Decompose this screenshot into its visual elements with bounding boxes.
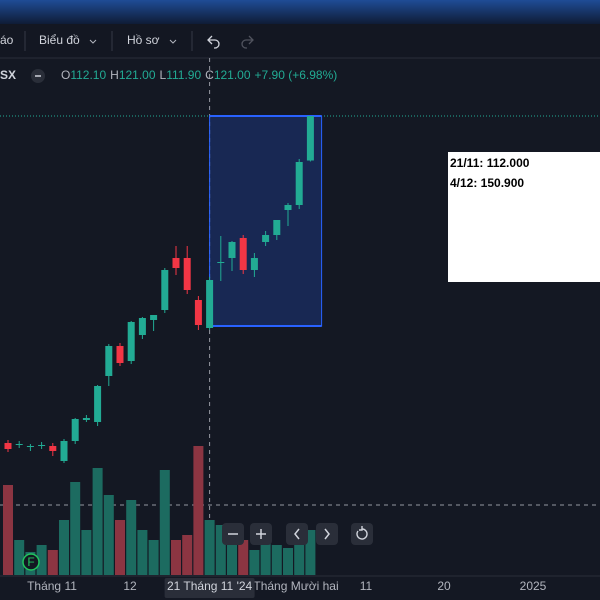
chart: Tháng 11 12 Tháng Mười hai 11 20 2025 21 Tháng… xyxy=(0,58,600,598)
candle-body xyxy=(15,444,23,445)
note-line: 4/12: 150.900 xyxy=(450,176,524,190)
volume-bar xyxy=(36,545,47,575)
candle-body xyxy=(306,116,314,161)
volume-bar xyxy=(137,530,148,575)
x-tick-label: 2025 xyxy=(520,579,547,593)
note-line: 21/11: 112.000 xyxy=(450,156,530,170)
volume-bar xyxy=(148,540,159,575)
crosshair-label: 21 Tháng 11 '24 xyxy=(167,579,253,593)
candle-body xyxy=(105,346,113,376)
candle-body xyxy=(194,300,202,325)
candle-body xyxy=(228,242,236,258)
change: +7.90 (+6.98%) xyxy=(255,68,338,82)
volume-bar xyxy=(14,540,25,575)
candle-body xyxy=(49,446,57,451)
candle-body xyxy=(26,446,34,447)
label: O xyxy=(61,68,70,82)
volume-bar xyxy=(126,500,137,575)
candle-body xyxy=(250,258,258,270)
right-icon xyxy=(324,528,330,540)
candle-body xyxy=(183,258,191,290)
value: 121.00 xyxy=(214,68,251,82)
crosshair-label-box xyxy=(164,578,255,598)
label: H xyxy=(110,68,119,82)
toolbar-item[interactable]: Biểu đồ xyxy=(39,33,80,47)
volume-bar xyxy=(92,468,103,575)
x-tick-label: Tháng 11 xyxy=(27,579,77,593)
label: L xyxy=(160,68,167,82)
chevron xyxy=(89,39,97,44)
value: 111.90 xyxy=(166,68,201,82)
volume-bar xyxy=(204,520,215,575)
volume-bar xyxy=(238,540,249,575)
top-bar xyxy=(0,0,600,24)
reset-icon xyxy=(356,526,368,540)
value: 121.00 xyxy=(119,68,156,82)
left-icon xyxy=(294,528,300,540)
volume-bar xyxy=(193,446,204,575)
volume-bar xyxy=(3,485,13,575)
volume-bar xyxy=(271,545,282,575)
candle-body xyxy=(161,270,169,310)
toolbar xyxy=(0,24,600,58)
badge[interactable] xyxy=(22,553,40,571)
volume-bar xyxy=(159,470,170,575)
range-drawing xyxy=(209,115,323,327)
candle-body xyxy=(217,262,225,263)
candle-body xyxy=(284,205,292,210)
candle-body xyxy=(295,162,303,205)
x-tick-label: Tháng Mười hai xyxy=(253,579,338,593)
symbol: SX xyxy=(0,68,16,82)
chevron xyxy=(169,39,177,44)
volume-bar xyxy=(103,495,114,575)
candle-body xyxy=(127,322,135,361)
plus-icon xyxy=(256,529,266,539)
undo-icon[interactable] xyxy=(207,35,220,49)
x-tick-label: 12 xyxy=(123,579,137,593)
volume-bar xyxy=(283,548,293,575)
note-box xyxy=(448,152,600,282)
volume-bar xyxy=(305,530,316,575)
volume-bar xyxy=(47,550,58,575)
candle-body xyxy=(138,318,146,335)
candle-body xyxy=(94,386,102,422)
candle-body xyxy=(71,419,79,441)
scroll-left-button[interactable] xyxy=(286,523,308,545)
candle-body xyxy=(206,280,214,328)
candle-body xyxy=(262,235,270,242)
volume-bar xyxy=(81,530,92,575)
volume-bar xyxy=(171,540,181,575)
candle-body xyxy=(116,346,124,363)
volume-bar xyxy=(249,550,260,575)
candle-body xyxy=(4,443,12,449)
redo-icon xyxy=(241,35,254,49)
volume-bar xyxy=(227,545,237,575)
volume-bar xyxy=(294,535,305,575)
volume-bar xyxy=(215,525,226,575)
volume-bar xyxy=(70,482,81,575)
candle-body xyxy=(172,258,180,268)
volume-bar xyxy=(59,520,69,575)
toolbar-item[interactable]: áo xyxy=(0,33,14,47)
x-tick-label: 11 xyxy=(360,579,373,593)
candle-body xyxy=(239,238,247,270)
scroll-right-button[interactable] xyxy=(316,523,338,545)
volume-bar xyxy=(182,535,193,575)
x-tick-label: 20 xyxy=(437,579,451,593)
candle-body xyxy=(38,445,46,446)
zoom-controls xyxy=(222,523,373,545)
volume-bar xyxy=(260,540,271,575)
candle-body xyxy=(60,441,68,461)
toolbar-item[interactable]: Hồ sơ xyxy=(127,33,160,47)
reset-button[interactable] xyxy=(351,523,373,545)
candle-body xyxy=(150,315,158,320)
volume-bar xyxy=(115,520,125,575)
candle-body xyxy=(273,220,281,235)
badge-text: F xyxy=(27,555,34,569)
value: 112.10 xyxy=(70,68,106,82)
candle-body xyxy=(82,418,90,420)
